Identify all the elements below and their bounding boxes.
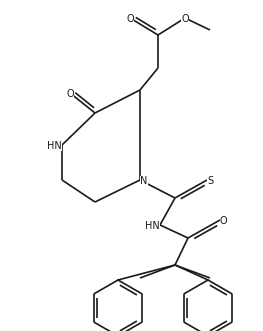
- Text: O: O: [66, 89, 74, 99]
- Text: HN: HN: [145, 221, 160, 231]
- Text: O: O: [181, 14, 189, 24]
- Text: HN: HN: [47, 141, 62, 151]
- Text: O: O: [126, 14, 134, 24]
- Text: O: O: [220, 216, 227, 226]
- Text: S: S: [207, 176, 213, 186]
- Text: N: N: [140, 176, 147, 186]
